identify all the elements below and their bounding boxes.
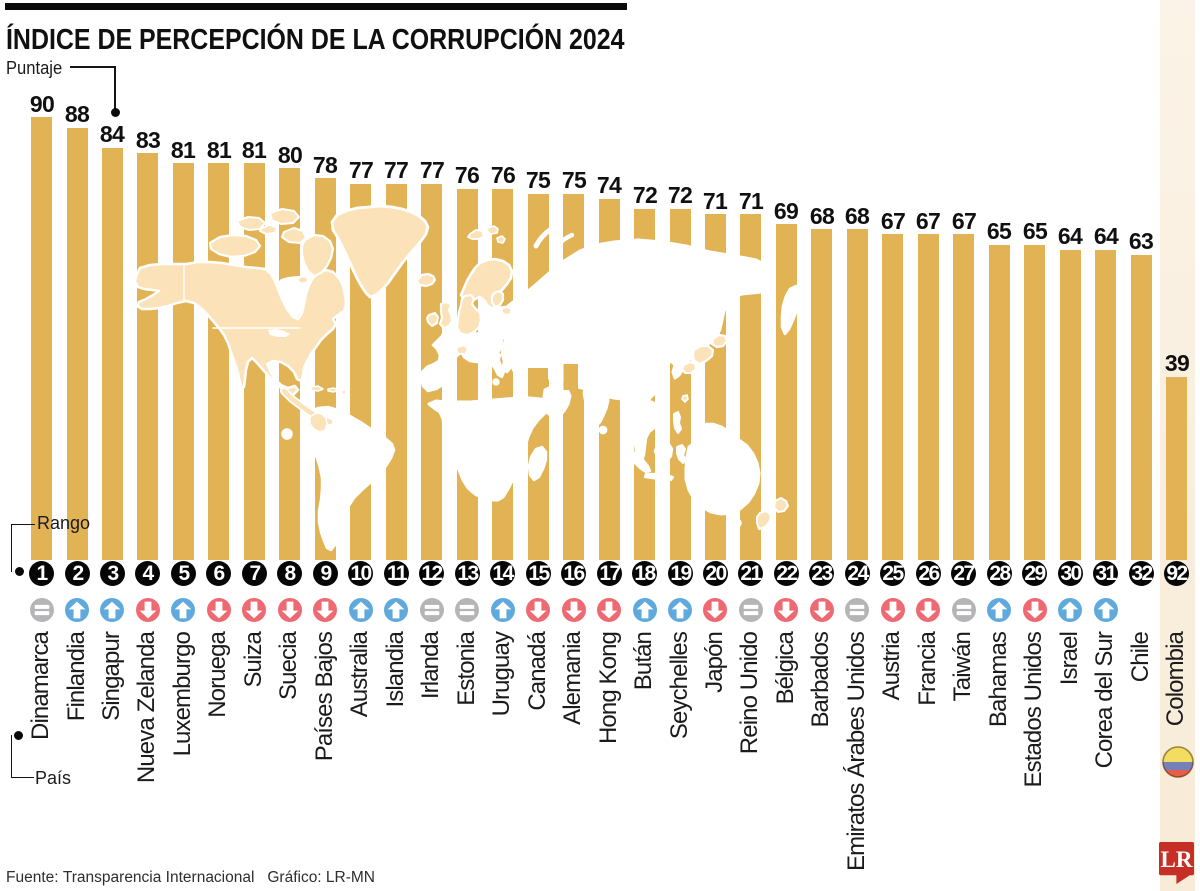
svg-text:LR: LR bbox=[1161, 847, 1193, 872]
